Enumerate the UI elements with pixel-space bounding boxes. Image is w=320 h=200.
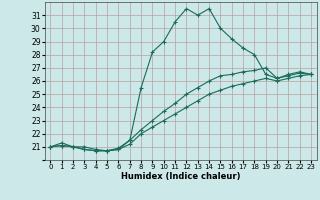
X-axis label: Humidex (Indice chaleur): Humidex (Indice chaleur) — [121, 172, 241, 181]
